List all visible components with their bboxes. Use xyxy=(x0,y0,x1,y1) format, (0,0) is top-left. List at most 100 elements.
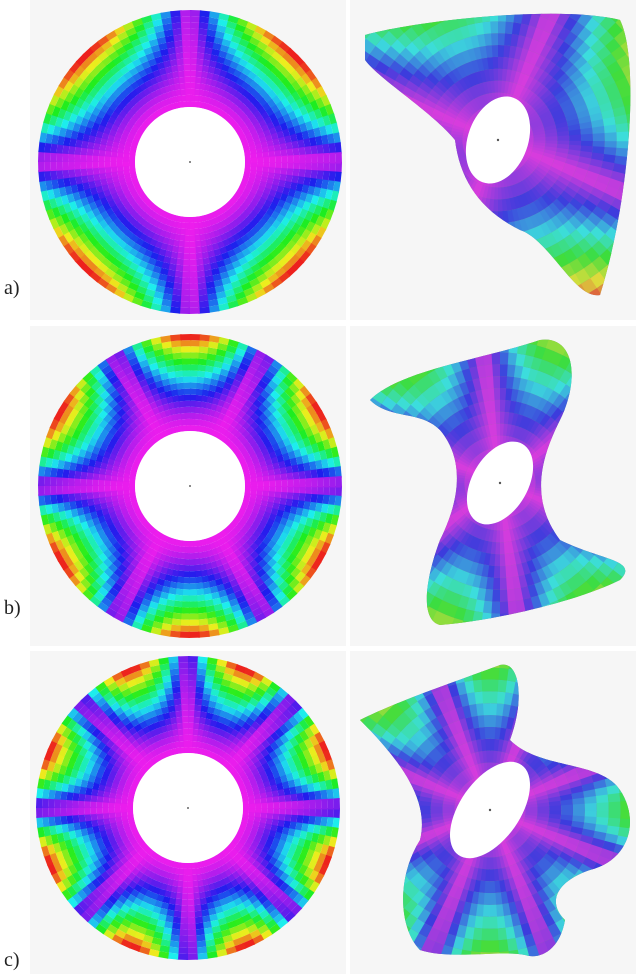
mesh-cell xyxy=(305,478,311,487)
mesh-cell xyxy=(189,601,198,607)
mesh-cell xyxy=(189,223,194,229)
figure: a) b) c) xyxy=(0,0,636,974)
mesh-cell xyxy=(117,161,123,167)
mesh-cell xyxy=(44,485,50,496)
mesh-cell xyxy=(269,480,275,486)
mesh-cell xyxy=(44,161,50,172)
mesh-cell xyxy=(68,485,74,494)
mesh-cell xyxy=(117,485,123,491)
mesh-cell xyxy=(181,22,192,28)
mesh-cell xyxy=(38,160,44,171)
mesh-cell xyxy=(184,395,191,401)
mesh-cell xyxy=(180,16,191,22)
mesh-cell xyxy=(185,83,191,89)
mesh-cell xyxy=(182,40,191,46)
annulus xyxy=(38,10,342,314)
mesh-cell xyxy=(189,607,199,613)
mesh-cell xyxy=(492,45,499,57)
mesh-cell xyxy=(189,247,196,253)
mesh-cell xyxy=(50,485,56,496)
mesh-cell xyxy=(257,481,263,487)
mesh-cell xyxy=(180,10,191,16)
mesh-cell xyxy=(493,57,499,69)
mesh-cell xyxy=(263,157,269,163)
mesh-cell xyxy=(189,553,195,559)
mesh-cell xyxy=(184,71,191,77)
mesh-cell xyxy=(99,161,105,168)
mesh-cell xyxy=(581,134,593,141)
mesh-cell xyxy=(189,296,200,302)
mesh-cell xyxy=(189,289,199,295)
mesh-cell xyxy=(93,485,99,492)
center-dot xyxy=(189,485,191,487)
mesh-cell xyxy=(336,476,342,487)
mesh-cell xyxy=(189,626,200,632)
mesh-cell xyxy=(105,485,111,491)
mesh-cell xyxy=(287,155,293,163)
mesh-cell xyxy=(181,346,192,352)
mesh-cell xyxy=(180,340,191,346)
mesh-cell xyxy=(287,479,293,487)
mesh-cell xyxy=(180,334,191,340)
mesh-cell xyxy=(183,52,191,58)
mesh-cell xyxy=(68,161,74,170)
mesh-cell xyxy=(189,583,197,589)
mesh-cell xyxy=(186,425,191,431)
mesh-cell xyxy=(189,217,194,223)
mesh-cell xyxy=(245,482,251,487)
mesh-cell xyxy=(184,65,191,71)
mesh-cell xyxy=(185,89,191,95)
mesh-cell xyxy=(99,485,105,492)
mesh-cell xyxy=(123,485,129,490)
mesh-cell xyxy=(189,235,195,241)
mesh-cell xyxy=(189,229,195,235)
mesh-cell xyxy=(182,34,192,40)
mesh-cell xyxy=(182,46,191,52)
mesh-cell xyxy=(62,485,68,495)
mesh-cell xyxy=(269,156,275,162)
mesh-cell xyxy=(189,283,199,289)
mesh-cell xyxy=(186,419,191,425)
mesh-cell xyxy=(111,161,117,167)
mesh-cell xyxy=(305,154,311,163)
mesh-cell xyxy=(56,161,62,171)
mesh-cell xyxy=(129,161,135,166)
mesh-cell xyxy=(251,482,257,487)
center-dot xyxy=(189,161,191,163)
mesh-cell xyxy=(257,157,263,163)
mesh-cell xyxy=(490,21,499,33)
mesh-cell xyxy=(189,265,197,271)
mesh-cell xyxy=(275,156,281,163)
mesh-cell xyxy=(497,199,502,211)
annulus xyxy=(38,334,342,638)
mesh-cell xyxy=(93,161,99,168)
mesh-cell xyxy=(317,477,323,487)
mesh-cell xyxy=(129,485,135,490)
mesh-cell xyxy=(324,153,330,164)
mesh-cell xyxy=(189,259,197,265)
mesh-cell xyxy=(189,253,196,259)
mesh-cell xyxy=(38,484,44,495)
mesh-cell xyxy=(183,383,191,389)
mesh-cell xyxy=(497,187,501,199)
mesh-cell xyxy=(251,158,257,163)
mesh-cell xyxy=(185,407,191,413)
mesh-cell xyxy=(189,589,197,595)
mesh-cell xyxy=(189,577,196,583)
mesh-cell xyxy=(293,155,299,163)
mesh-cell xyxy=(181,352,191,358)
mesh-cell xyxy=(281,156,287,163)
mesh-cell xyxy=(299,478,305,487)
mesh-cell xyxy=(245,158,251,163)
mesh-cell xyxy=(87,161,93,169)
mesh-cell xyxy=(56,485,62,495)
mesh-cell xyxy=(87,485,93,493)
mesh-cell xyxy=(605,132,617,141)
mesh-cell xyxy=(182,358,192,364)
mesh-cell xyxy=(50,161,56,172)
mesh-cell xyxy=(336,152,342,163)
mesh-cell xyxy=(189,613,199,619)
mesh-cell xyxy=(182,370,191,376)
mesh-cell xyxy=(189,595,198,601)
mesh-cell xyxy=(545,136,557,140)
